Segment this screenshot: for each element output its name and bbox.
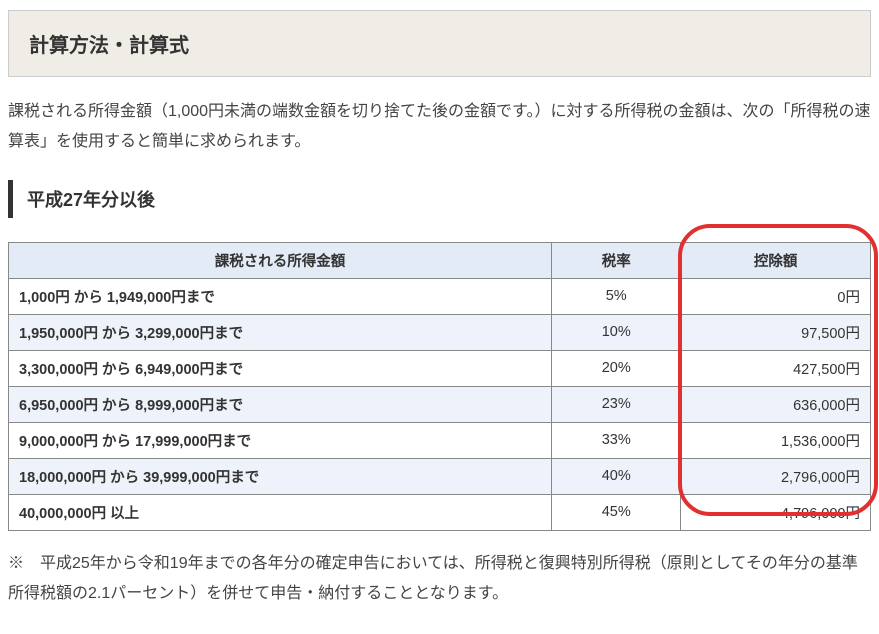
range-cell: 18,000,000円 から 39,999,000円まで — [9, 458, 552, 494]
rate-cell: 20% — [552, 350, 681, 386]
table-row: 3,300,000円 から 6,949,000円まで20%427,500円 — [9, 350, 871, 386]
table-row: 18,000,000円 から 39,999,000円まで40%2,796,000… — [9, 458, 871, 494]
range-cell: 1,950,000円 から 3,299,000円まで — [9, 314, 552, 350]
range-cell: 1,000円 から 1,949,000円まで — [9, 278, 552, 314]
deduction-cell: 427,500円 — [681, 350, 871, 386]
deduction-cell: 4,796,000円 — [681, 494, 871, 530]
table-row: 40,000,000円 以上45%4,796,000円 — [9, 494, 871, 530]
rate-cell: 5% — [552, 278, 681, 314]
range-cell: 40,000,000円 以上 — [9, 494, 552, 530]
range-cell: 6,950,000円 から 8,999,000円まで — [9, 386, 552, 422]
range-cell: 9,000,000円 から 17,999,000円まで — [9, 422, 552, 458]
tax-table: 課税される所得金額税率控除額 1,000円 から 1,949,000円まで5%0… — [8, 242, 871, 531]
table-row: 1,950,000円 から 3,299,000円まで10%97,500円 — [9, 314, 871, 350]
rate-cell: 23% — [552, 386, 681, 422]
section-title: 計算方法・計算式 — [29, 29, 850, 58]
table-row: 9,000,000円 から 17,999,000円まで33%1,536,000円 — [9, 422, 871, 458]
range-cell: 3,300,000円 から 6,949,000円まで — [9, 350, 552, 386]
deduction-cell: 1,536,000円 — [681, 422, 871, 458]
rate-cell: 45% — [552, 494, 681, 530]
table-header-cell: 課税される所得金額 — [9, 242, 552, 278]
deduction-cell: 2,796,000円 — [681, 458, 871, 494]
rate-cell: 10% — [552, 314, 681, 350]
deduction-cell: 636,000円 — [681, 386, 871, 422]
table-header-cell: 税率 — [552, 242, 681, 278]
tax-table-wrap: 課税される所得金額税率控除額 1,000円 から 1,949,000円まで5%0… — [8, 242, 871, 531]
rate-cell: 40% — [552, 458, 681, 494]
deduction-cell: 97,500円 — [681, 314, 871, 350]
table-body: 1,000円 から 1,949,000円まで5%0円1,950,000円 から … — [9, 278, 871, 530]
table-header-cell: 控除額 — [681, 242, 871, 278]
intro-text: 課税される所得金額（1,000円未満の端数金額を切り捨てた後の金額です。）に対す… — [8, 97, 871, 158]
subheader: 平成27年分以後 — [8, 180, 871, 218]
footnote: ※ 平成25年から令和19年までの各年分の確定申告においては、所得税と復興特別所… — [8, 549, 871, 610]
section-header: 計算方法・計算式 — [8, 10, 871, 77]
table-header-row: 課税される所得金額税率控除額 — [9, 242, 871, 278]
table-row: 6,950,000円 から 8,999,000円まで23%636,000円 — [9, 386, 871, 422]
deduction-cell: 0円 — [681, 278, 871, 314]
table-row: 1,000円 から 1,949,000円まで5%0円 — [9, 278, 871, 314]
rate-cell: 33% — [552, 422, 681, 458]
